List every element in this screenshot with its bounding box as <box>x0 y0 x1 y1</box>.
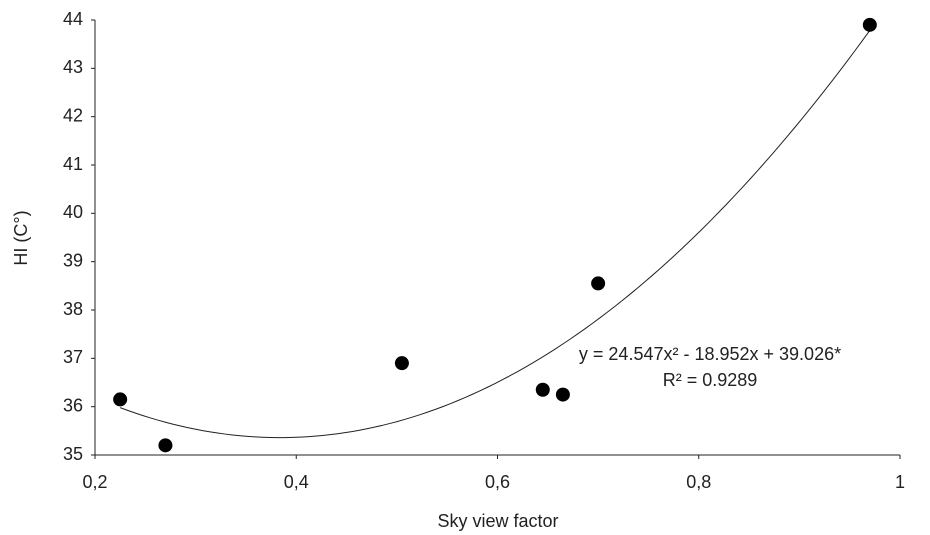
x-tick-label: 0,8 <box>686 472 711 492</box>
x-tick-label: 0,4 <box>284 472 309 492</box>
y-tick-label: 35 <box>63 444 83 464</box>
y-tick-label: 39 <box>63 250 83 270</box>
y-tick-label: 36 <box>63 395 83 415</box>
point <box>862 17 877 32</box>
trendline <box>119 30 871 439</box>
y-tick-label: 44 <box>63 9 83 29</box>
y-axis-label: HI (C°) <box>11 210 31 265</box>
x-tick-label: 1 <box>895 472 905 492</box>
x-tick-label: 0,2 <box>82 472 107 492</box>
point <box>113 392 128 407</box>
y-tick-label: 41 <box>63 154 83 174</box>
point <box>394 356 409 371</box>
equation: y = 24.547x² - 18.952x + 39.026* <box>579 344 841 364</box>
point <box>555 387 570 402</box>
x-tick-label: 0,6 <box>485 472 510 492</box>
y-tick-label: 40 <box>63 202 83 222</box>
point <box>591 276 606 291</box>
y-tick-label: 38 <box>63 299 83 319</box>
y-tick-label: 42 <box>63 105 83 125</box>
x-axis-label: Sky view factor <box>437 511 558 531</box>
r-squared: R² = 0.9289 <box>663 370 758 390</box>
y-tick-label: 37 <box>63 347 83 367</box>
point <box>535 382 550 397</box>
point <box>158 438 173 453</box>
y-tick-label: 43 <box>63 57 83 77</box>
